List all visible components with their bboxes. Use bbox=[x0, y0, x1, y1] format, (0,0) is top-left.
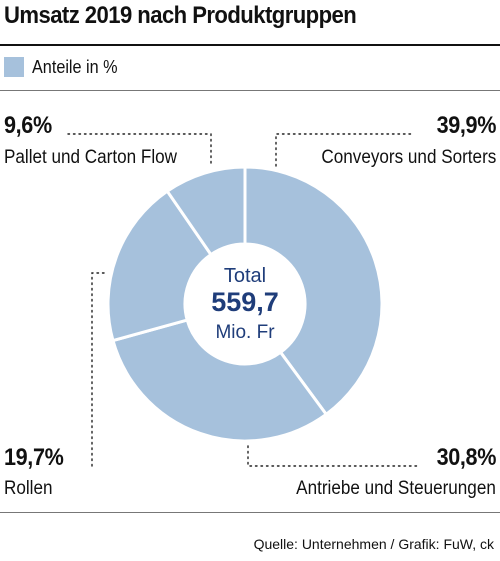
title-rule bbox=[0, 44, 500, 46]
legend-rule bbox=[0, 90, 500, 91]
chart-title: Umsatz 2019 nach Produktgruppen bbox=[4, 2, 357, 29]
label-antriebe-name: Antriebe und Steuerungen bbox=[296, 478, 496, 499]
center-label-unit: Mio. Fr bbox=[215, 322, 275, 343]
pie-slice-antriebe bbox=[111, 318, 329, 443]
center-label-value: 559,7 bbox=[211, 287, 279, 317]
pie-slice-pallet bbox=[165, 165, 247, 257]
leader-line-rollen bbox=[91, 272, 109, 467]
label-conveyors-name: Conveyors und Sorters bbox=[321, 147, 496, 168]
center-label-total: Total bbox=[224, 265, 266, 287]
pie-slice-conveyors bbox=[243, 165, 384, 417]
label-rollen-percent: 19,7% bbox=[4, 444, 64, 471]
leader-line-pallet bbox=[67, 133, 212, 167]
leader-line-conveyors bbox=[275, 133, 413, 167]
legend-label: Anteile in % bbox=[32, 56, 118, 77]
pie-slice-rollen bbox=[106, 189, 214, 343]
label-rollen-name: Rollen bbox=[4, 478, 53, 499]
legend-swatch bbox=[4, 57, 24, 77]
source-note: Quelle: Unternehmen / Grafik: FuW, ck bbox=[253, 536, 494, 552]
leader-line-antriebe bbox=[247, 445, 421, 467]
label-pallet-name: Pallet und Carton Flow bbox=[4, 147, 177, 168]
footer-rule bbox=[0, 512, 500, 513]
label-pallet-percent: 9,6% bbox=[4, 112, 52, 139]
label-conveyors-percent: 39,9% bbox=[436, 112, 497, 139]
legend: Anteile in % bbox=[4, 55, 127, 79]
label-antriebe-percent: 30,8% bbox=[436, 444, 497, 471]
